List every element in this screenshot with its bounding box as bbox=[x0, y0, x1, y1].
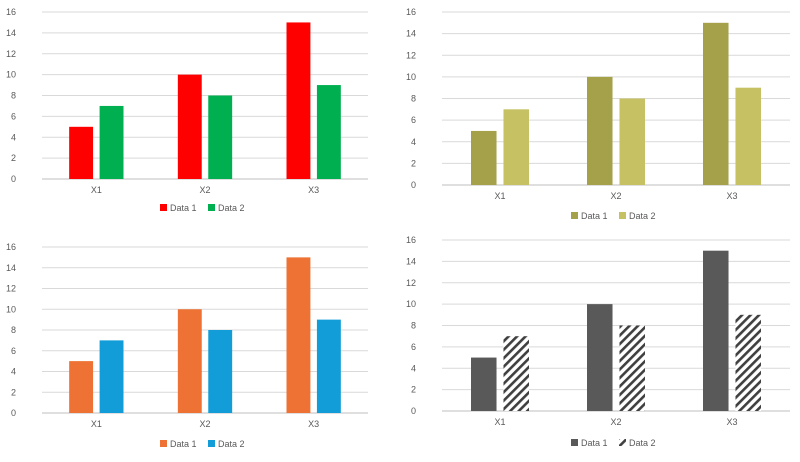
bar-data-2-x3 bbox=[735, 87, 761, 185]
bar-chart-4: 0 2 4 6 8 10 12 14 16 X1 X2 X3 Data 1 Data 2 bbox=[406, 235, 790, 448]
y-tick-label-4: 4 bbox=[411, 137, 416, 147]
legend-swatch-data-2 bbox=[619, 439, 626, 446]
bar-data-2-x3 bbox=[735, 314, 761, 411]
x-tick-label-x2: X2 bbox=[610, 417, 621, 427]
y-tick-label-14: 14 bbox=[6, 263, 16, 273]
bar-data-2-x2 bbox=[619, 325, 645, 411]
y-tick-label-2: 2 bbox=[411, 385, 416, 395]
x-tick-label-x2: X2 bbox=[199, 419, 210, 429]
bar-data-1-x3 bbox=[703, 22, 729, 185]
bar-data-2-x1 bbox=[503, 336, 529, 411]
legend-swatch-data-1 bbox=[160, 440, 167, 447]
y-tick-label-2: 2 bbox=[411, 158, 416, 168]
legend-swatch-data-2 bbox=[208, 204, 215, 211]
y-tick-label-16: 16 bbox=[406, 7, 416, 17]
y-tick-label-10: 10 bbox=[6, 304, 16, 314]
y-tick-label-4: 4 bbox=[11, 367, 16, 377]
bar-data-1-x1 bbox=[471, 357, 497, 411]
bar-data-1-x2 bbox=[587, 304, 613, 411]
bar-data-1-x1 bbox=[69, 361, 94, 413]
y-tick-label-0: 0 bbox=[411, 180, 416, 190]
legend-swatch-data-1 bbox=[160, 204, 167, 211]
y-tick-label-8: 8 bbox=[11, 325, 16, 335]
x-tick-label-x3: X3 bbox=[726, 417, 737, 427]
bar-data-2-x2 bbox=[208, 330, 233, 413]
legend-label-data-2: Data 2 bbox=[629, 211, 656, 221]
legend-swatch-data-2 bbox=[619, 212, 626, 219]
y-tick-label-10: 10 bbox=[406, 72, 416, 82]
y-tick-label-8: 8 bbox=[411, 94, 416, 104]
x-tick-label-x2: X2 bbox=[199, 185, 210, 195]
y-tick-label-14: 14 bbox=[6, 28, 16, 38]
legend-label-data-1: Data 1 bbox=[170, 203, 197, 213]
legend-label-data-1: Data 1 bbox=[581, 438, 608, 448]
x-tick-label-x3: X3 bbox=[726, 191, 737, 201]
bar-data-2-x2 bbox=[208, 95, 233, 179]
bar-data-1-x2 bbox=[177, 74, 202, 179]
y-tick-label-14: 14 bbox=[406, 256, 416, 266]
bar-chart-3: 0 2 4 6 8 10 12 14 16 X1 X2 X3 Data 1 Data 2 bbox=[6, 242, 368, 449]
bar-data-1-x1 bbox=[471, 130, 497, 185]
y-tick-label-16: 16 bbox=[6, 242, 16, 252]
legend-swatch-data-1 bbox=[571, 212, 578, 219]
legend-swatch-data-1 bbox=[571, 439, 578, 446]
x-tick-label-x3: X3 bbox=[308, 419, 319, 429]
y-tick-label-6: 6 bbox=[411, 342, 416, 352]
bar-data-1-x2 bbox=[177, 309, 202, 413]
y-tick-label-16: 16 bbox=[6, 7, 16, 17]
bar-data-1-x3 bbox=[703, 250, 729, 411]
y-tick-label-8: 8 bbox=[11, 91, 16, 101]
x-tick-label-x1: X1 bbox=[91, 185, 102, 195]
y-tick-label-8: 8 bbox=[411, 321, 416, 331]
y-tick-label-10: 10 bbox=[6, 70, 16, 80]
legend-label-data-2: Data 2 bbox=[218, 203, 245, 213]
x-tick-label-x2: X2 bbox=[610, 191, 621, 201]
legend-label-data-1: Data 1 bbox=[170, 439, 197, 449]
y-tick-label-2: 2 bbox=[11, 153, 16, 163]
y-tick-label-0: 0 bbox=[11, 408, 16, 418]
y-tick-label-12: 12 bbox=[6, 284, 16, 294]
x-tick-label-x1: X1 bbox=[494, 417, 505, 427]
bar-chart-2: 0 2 4 6 8 10 12 14 16 X1 X2 X3 Data 1 Data 2 bbox=[406, 7, 790, 221]
y-tick-label-12: 12 bbox=[406, 278, 416, 288]
y-tick-label-4: 4 bbox=[411, 363, 416, 373]
y-tick-label-6: 6 bbox=[11, 111, 16, 121]
bar-data-1-x2 bbox=[587, 76, 613, 185]
bar-data-2-x3 bbox=[316, 319, 341, 413]
legend-label-data-2: Data 2 bbox=[218, 439, 245, 449]
y-tick-label-16: 16 bbox=[406, 235, 416, 245]
y-tick-label-10: 10 bbox=[406, 299, 416, 309]
bar-data-2-x3 bbox=[316, 85, 341, 179]
y-tick-label-12: 12 bbox=[406, 50, 416, 60]
legend-label-data-2: Data 2 bbox=[629, 438, 656, 448]
y-tick-label-0: 0 bbox=[11, 174, 16, 184]
legend-label-data-1: Data 1 bbox=[581, 211, 608, 221]
x-tick-label-x1: X1 bbox=[494, 191, 505, 201]
bar-data-2-x1 bbox=[99, 105, 124, 179]
y-tick-label-6: 6 bbox=[11, 346, 16, 356]
legend-swatch-data-2 bbox=[208, 440, 215, 447]
bar-data-2-x1 bbox=[99, 340, 124, 413]
y-tick-label-4: 4 bbox=[11, 132, 16, 142]
bar-data-1-x3 bbox=[286, 257, 311, 413]
y-tick-label-6: 6 bbox=[411, 115, 416, 125]
bar-data-1-x1 bbox=[69, 126, 94, 179]
y-tick-label-12: 12 bbox=[6, 49, 16, 59]
x-tick-label-x1: X1 bbox=[91, 419, 102, 429]
bar-chart-1: 0 2 4 6 8 10 12 14 16 X1 X2 X3 Data 1 Data 2 bbox=[6, 7, 368, 213]
y-tick-label-14: 14 bbox=[406, 29, 416, 39]
bar-data-2-x2 bbox=[619, 98, 645, 185]
y-tick-label-2: 2 bbox=[11, 387, 16, 397]
bar-data-1-x3 bbox=[286, 22, 311, 179]
bar-data-2-x1 bbox=[503, 109, 529, 185]
x-tick-label-x3: X3 bbox=[308, 185, 319, 195]
y-tick-label-0: 0 bbox=[411, 406, 416, 416]
